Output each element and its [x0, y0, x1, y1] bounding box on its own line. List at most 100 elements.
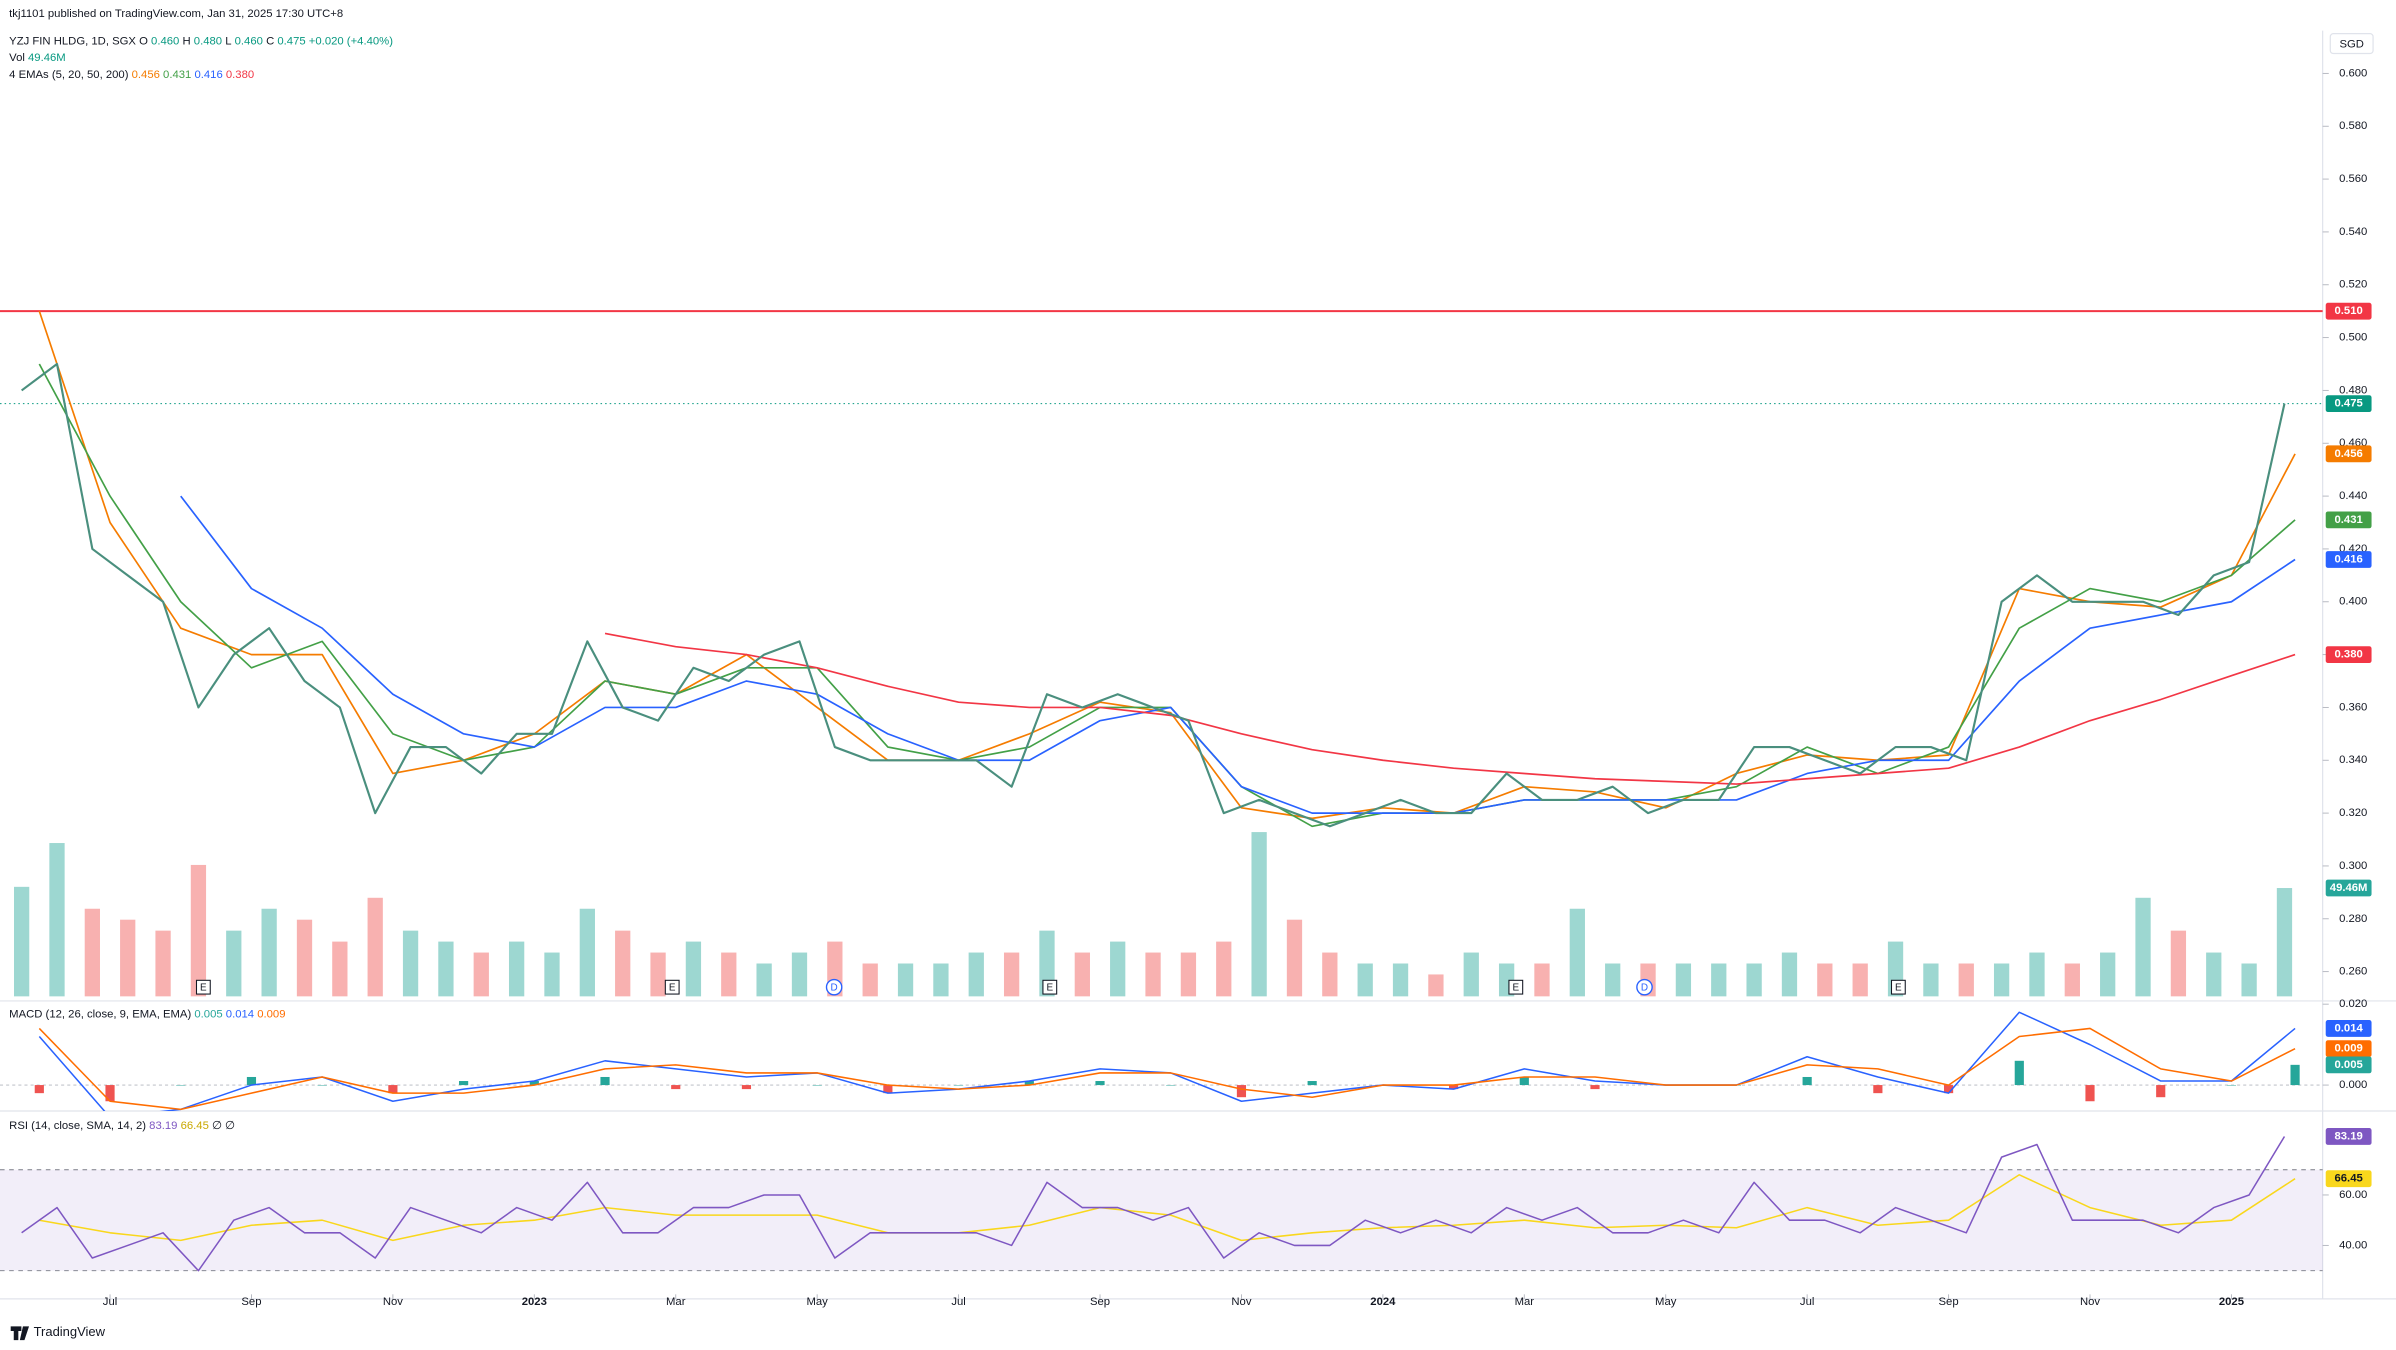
symbol: YZJ FIN HLDG, 1D, SGX: [9, 35, 136, 47]
volume-bar: [1958, 963, 1974, 997]
ema-label: 4 EMAs (5, 20, 50, 200): [9, 69, 129, 81]
y-tick-label: 0.600: [2339, 67, 2367, 79]
currency-box[interactable]: [2329, 33, 2374, 55]
macd-value: 0.009: [257, 1009, 285, 1021]
volume-bar: [615, 930, 631, 997]
volume-bar: [544, 952, 560, 997]
ema-badge: 0.380: [2334, 649, 2362, 661]
macd-histogram: [2290, 1064, 2300, 1086]
macd-histogram: [741, 1085, 752, 1090]
ema-value: 0.380: [226, 69, 254, 81]
rsi-value: 66.45: [181, 1120, 209, 1132]
y-tick-label: 0.400: [2339, 596, 2367, 608]
volume-bar: [2276, 888, 2293, 997]
macd-histogram: [1873, 1085, 1883, 1094]
event-label: D: [1641, 983, 1648, 994]
x-tick-label: May: [806, 1296, 828, 1308]
macd-histogram: [2014, 1060, 2024, 1086]
rsi-ma-line: [39, 1174, 2296, 1242]
rsi-extra: ∅ ∅: [212, 1120, 235, 1132]
vol-label: Vol: [9, 52, 25, 64]
y-tick-label: 0.300: [2339, 860, 2367, 872]
volume-bar: [1605, 963, 1621, 997]
rsi-band: [0, 1169, 2323, 1271]
volume-badge: 49.46M: [2330, 882, 2368, 894]
x-tick-label: 2025: [2219, 1296, 2244, 1308]
volume-bar: [438, 941, 454, 997]
x-tick-label: Nov: [1231, 1296, 1251, 1308]
ema-value: 0.416: [194, 69, 222, 81]
rsi-ma-badge-bg: [2325, 1170, 2372, 1188]
legend-line: RSI (14, close, SMA, 14, 2) 83.19 66.45 …: [9, 1120, 235, 1132]
volume-bar: [756, 963, 772, 997]
volume-bar: [1180, 952, 1197, 997]
rsi-line: [21, 1136, 2286, 1272]
macd-value: 0.005: [194, 1009, 222, 1021]
ohlc-value: 0.475: [277, 35, 305, 47]
ema-badge-bg: [2325, 551, 2372, 568]
macd-histogram: [1519, 1076, 1529, 1086]
macd-histogram: [34, 1085, 44, 1094]
volume-bar: [1216, 941, 1232, 997]
ema-badge-bg: [2325, 511, 2372, 529]
volume-bar: [190, 864, 207, 997]
macd-histogram: [2156, 1085, 2166, 1098]
macd-histogram: [1307, 1081, 1317, 1086]
last-badge: 0.475: [2334, 398, 2362, 410]
macd-histogram: [1024, 1081, 1034, 1086]
volume-bar: [685, 941, 702, 997]
event-marker: [1508, 979, 1524, 995]
volume-badge-bg: [2325, 879, 2372, 897]
volume-bar: [2064, 963, 2080, 997]
price-line: [20, 362, 2286, 828]
ohlc-value: 0.460: [151, 35, 179, 47]
published: tkj1101 published on TradingView.com, Ja…: [9, 8, 343, 20]
volume-bar: [226, 930, 242, 997]
volume-bar: [579, 908, 595, 997]
x-tick-label: Jul: [951, 1296, 965, 1308]
macd-histogram: [105, 1085, 115, 1102]
ema-line: [604, 632, 2296, 785]
volume-bar: [367, 897, 383, 997]
signal-badge-bg: [2325, 1040, 2372, 1058]
x-tick-label: Jul: [103, 1296, 117, 1308]
vol-value: 49.46M: [28, 52, 66, 64]
currency[interactable]: SGD: [2339, 38, 2363, 50]
event-marker: [1042, 979, 1058, 995]
y-tick-label: 0.560: [2339, 173, 2367, 185]
volume-bar: [1110, 941, 1126, 997]
volume-bar: [1251, 832, 1267, 997]
macd-label: MACD (12, 26, close, 9, EMA, EMA): [9, 1009, 191, 1021]
volume-bar: [261, 908, 277, 997]
y-tick-label: 0.580: [2339, 120, 2367, 132]
volume-bar: [1569, 908, 1585, 997]
volume-bar: [1923, 963, 1939, 997]
y-tick-label: 0.280: [2339, 913, 2367, 925]
ema-badge: 0.416: [2334, 553, 2362, 565]
y-tick-label: 0.540: [2339, 226, 2367, 238]
x-tick-label: Nov: [2080, 1296, 2100, 1308]
volume-bar: [49, 843, 65, 997]
volume-bar: [968, 952, 984, 997]
macd-histogram: [459, 1081, 469, 1086]
volume-bar: [1428, 974, 1444, 997]
x-tick-label: Mar: [1515, 1296, 1535, 1308]
macd-histogram: [1236, 1085, 1247, 1098]
legend-line: MACD (12, 26, close, 9, EMA, EMA) 0.005 …: [9, 1009, 285, 1021]
volume-bar: [1746, 963, 1762, 997]
ema-badge: 0.431: [2334, 514, 2362, 526]
volume-bar: [155, 930, 171, 997]
y-tick-label: 0.500: [2339, 332, 2367, 344]
logo-text: TradingView: [34, 1324, 106, 1339]
y-tick-label: 0.440: [2339, 490, 2367, 502]
volume-bar: [2241, 963, 2257, 997]
x-tick-label: Sep: [241, 1296, 261, 1308]
event-marker: [195, 979, 211, 995]
volume-bar: [2170, 930, 2187, 997]
rsi-badge: 83.19: [2334, 1130, 2362, 1142]
volume-bar: [1357, 963, 1373, 997]
rsi-badge-bg: [2325, 1128, 2372, 1145]
volume-bar: [721, 952, 737, 997]
